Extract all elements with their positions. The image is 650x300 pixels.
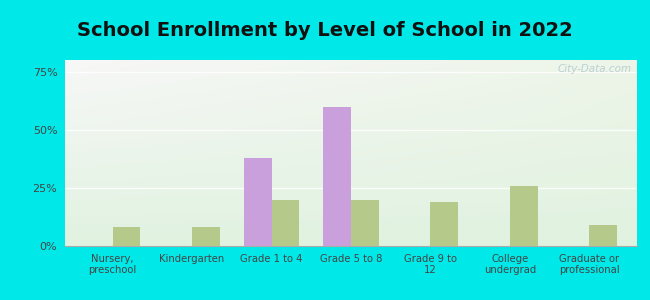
Bar bbox=[430, 202, 458, 246]
Bar bbox=[244, 158, 272, 246]
Bar bbox=[590, 225, 617, 246]
Bar bbox=[272, 200, 300, 246]
Bar bbox=[192, 227, 220, 246]
Text: City-Data.com: City-Data.com bbox=[557, 64, 631, 74]
Bar bbox=[112, 227, 140, 246]
Bar bbox=[323, 106, 351, 246]
Bar bbox=[351, 200, 379, 246]
Text: School Enrollment by Level of School in 2022: School Enrollment by Level of School in … bbox=[77, 21, 573, 40]
Bar bbox=[510, 185, 538, 246]
